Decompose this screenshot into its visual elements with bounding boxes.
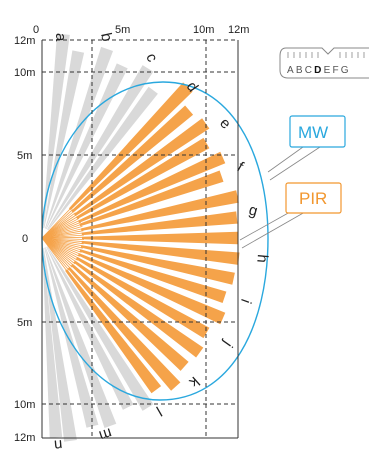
selector-letters-after: EFG <box>324 65 351 76</box>
pir-beam-14 <box>82 231 238 245</box>
selector-ticks <box>287 52 365 58</box>
x-axis-label-0: 0 <box>33 24 39 36</box>
x-axis-label-12m: 12m <box>228 24 249 36</box>
selector-letter-selected: D <box>314 65 323 76</box>
zone-letter-e: e <box>216 114 234 132</box>
y-axis-label-10m-top: 10m <box>14 67 35 79</box>
zone-letter-m: m <box>97 424 114 444</box>
zone-letter-c: c <box>142 51 161 65</box>
pir-beam-23 <box>65 269 162 394</box>
pir-beam-7 <box>71 105 194 213</box>
zone-letter-j: j <box>220 337 236 350</box>
pir-beam-21 <box>70 263 189 371</box>
pir-beam-17 <box>79 249 227 303</box>
inactive-beam-25 <box>46 246 134 410</box>
pir-beam-6 <box>68 82 193 211</box>
y-axis-label-12m-bottom: 12m <box>14 432 35 444</box>
mw-label-box <box>289 115 346 148</box>
mw-detection-area <box>41 81 269 401</box>
pir-beam-9 <box>76 137 210 220</box>
pir-leader-line <box>239 211 291 241</box>
grid <box>41 39 239 439</box>
zone-letter-l: l <box>153 403 164 419</box>
inactive-beam-1 <box>43 50 85 229</box>
pir-beam-11 <box>79 170 224 227</box>
inactive-beam-28 <box>43 247 77 442</box>
zone-letter-a: a <box>52 33 69 42</box>
x-axis-label-10m: 10m <box>193 24 214 36</box>
inactive-beam-2 <box>45 46 113 229</box>
zone-letter-b: b <box>97 31 115 43</box>
pir-leader-line-2 <box>241 211 306 249</box>
zone-letter-k: k <box>185 373 202 391</box>
x-axis-label-5m: 5m <box>115 24 130 36</box>
mw-leader-line <box>267 146 304 173</box>
selector-letters: ABCDEFG <box>287 65 351 76</box>
y-axis-label-10m-bottom: 10m <box>14 399 35 411</box>
inactive-beam-29 <box>42 247 63 438</box>
inactive-beam-5 <box>47 86 158 231</box>
zone-letter-g: g <box>247 201 259 220</box>
zone-letter-h: h <box>253 254 271 264</box>
inactive-beam-24 <box>47 246 154 411</box>
zone-letter-i: i <box>237 297 254 306</box>
selector-frame <box>279 47 369 79</box>
inactive-beam-4 <box>47 65 154 230</box>
pir-beam-15 <box>81 240 240 265</box>
pir-beam-16 <box>80 245 235 285</box>
mw-callout: MW <box>267 115 346 181</box>
pir-beam-13 <box>81 211 238 236</box>
pir-label-box <box>285 182 342 214</box>
beam-fan-line <box>41 237 68 272</box>
pir-label: PIR <box>299 189 327 208</box>
pir-beam-19 <box>76 256 210 339</box>
mw-leader-line-2 <box>269 146 321 181</box>
inactive-beam-0 <box>42 33 70 229</box>
y-axis-label-12m-top: 12m <box>14 35 35 47</box>
beam-layer <box>41 33 240 442</box>
pir-beam-10 <box>78 151 226 223</box>
zone-selector: ABCDEFG <box>279 47 369 79</box>
zone-letter-n: n <box>53 436 63 454</box>
y-axis-label-5m-bottom: 5m <box>17 317 32 329</box>
inactive-beam-27 <box>44 247 99 428</box>
pir-beam-20 <box>73 260 204 358</box>
inactive-beam-3 <box>45 63 128 230</box>
selector-letters-before: ABC <box>287 65 314 76</box>
pir-beam-8 <box>74 118 210 217</box>
pir-beam-18 <box>78 253 226 325</box>
inactive-beam-26 <box>45 247 117 428</box>
pir-callout: PIR <box>239 182 342 249</box>
y-axis-label-5m-top: 5m <box>17 150 32 162</box>
zone-letter-f: f <box>234 159 247 176</box>
pir-beam-22 <box>67 266 181 391</box>
y-axis-label-0: 0 <box>22 233 28 245</box>
mw-label: MW <box>298 123 328 142</box>
pir-beam-12 <box>80 190 239 231</box>
